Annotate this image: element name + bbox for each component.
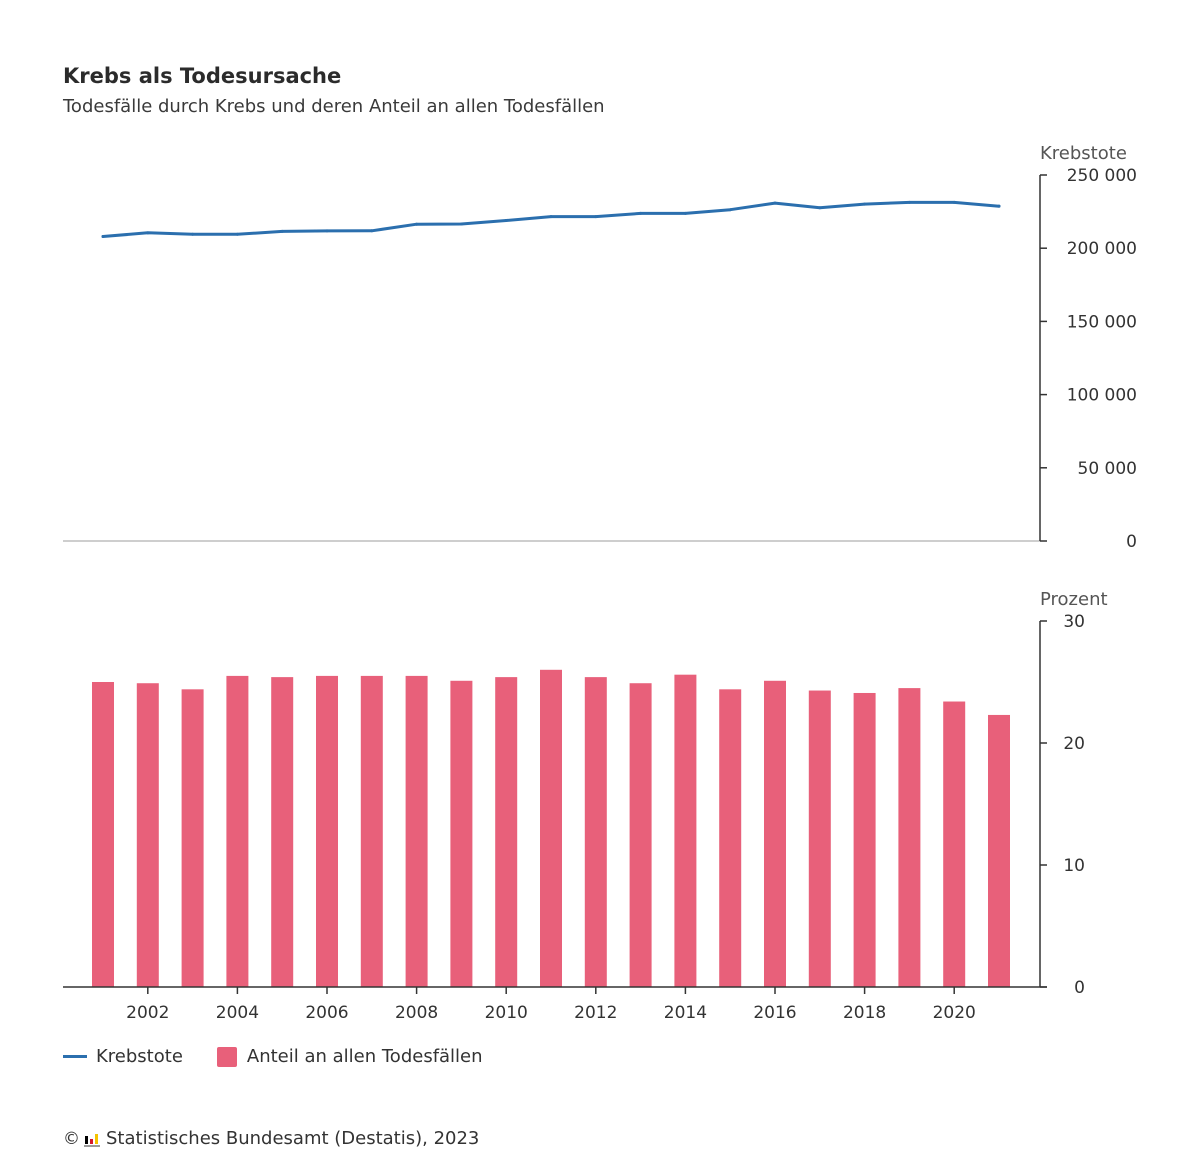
copyright-icon: ©: [63, 1128, 80, 1149]
anteil-bar: [988, 714, 1010, 987]
line-chart-y-tick-label: 50 000: [1078, 459, 1137, 479]
line-chart-y-tick-label: 250 000: [1067, 166, 1137, 186]
destatis-logo-icon: [84, 1133, 100, 1147]
source-text: Statistisches Bundesamt (Destatis), 2023: [106, 1128, 480, 1149]
bar-chart-x-tick-label: 2004: [216, 1003, 259, 1023]
krebstote-data-point: [415, 222, 419, 226]
krebstote-data-point: [997, 204, 1001, 208]
chart-title: Krebs als Todesursache: [63, 64, 342, 88]
anteil-bar: [898, 688, 921, 987]
anteil-bar: [92, 682, 114, 987]
bar-chart-x-tick-label: 2008: [395, 1003, 438, 1023]
anteil-bar: [360, 675, 383, 987]
krebstote-data-point: [459, 222, 463, 226]
anteil-bar: [181, 689, 204, 987]
chart-subtitle: Todesfälle durch Krebs und deren Anteil …: [63, 96, 605, 117]
krebstote-data-point: [952, 200, 956, 204]
anteil-bar: [853, 692, 876, 987]
bar-chart-x-tick-label: 2002: [126, 1003, 169, 1023]
line-chart-y-tick-label: 0: [1126, 532, 1137, 552]
krebstote-data-point: [818, 206, 822, 210]
anteil-bar: [226, 675, 249, 987]
bar-chart-x-tick-label: 2016: [753, 1003, 796, 1023]
bar-chart-y-tick-label: 0: [1074, 978, 1085, 998]
line-chart-y-axis-title: Krebstote: [1040, 143, 1127, 164]
bar-chart-x-tick-label: 2014: [664, 1003, 707, 1023]
krebstote-data-point: [101, 234, 105, 238]
bar-chart-y-tick-label: 20: [1063, 734, 1085, 754]
anteil-bar: [271, 677, 294, 987]
anteil-bar: [764, 680, 786, 987]
line-chart-y-tick-label: 150 000: [1067, 312, 1137, 332]
bar-chart-y-tick-label: 10: [1063, 856, 1085, 876]
krebstote-data-point: [549, 215, 553, 219]
line-chart-y-tick-label: 200 000: [1067, 239, 1137, 259]
line-chart-panel: Krebstote 0 50 000 100 000 150 000 200 000 250…: [63, 143, 1137, 552]
anteil-bar: [136, 683, 159, 987]
krebstote-data-point: [683, 211, 687, 215]
krebstote-series-line: [101, 200, 1001, 238]
anteil-bar: [495, 677, 518, 987]
bar-chart-x-tick-label: 2012: [574, 1003, 617, 1023]
krebstote-data-point: [728, 208, 732, 212]
krebstote-data-point: [191, 232, 195, 236]
bar-chart-y-tick-label: 30: [1063, 612, 1085, 632]
anteil-bar: [316, 675, 338, 987]
legend-bar-label: Anteil an allen Todesfällen: [246, 1046, 483, 1067]
bar-chart-x-tick-label: 2020: [933, 1003, 976, 1023]
legend-line-swatch: [63, 1055, 87, 1058]
krebstote-data-point: [235, 232, 239, 236]
anteil-bar: [674, 674, 697, 987]
bar-chart-x-tick-label: 2010: [485, 1003, 528, 1023]
bar-chart-panel: Prozent 0 10 20 30 2002 2004 2006 2008 2010 2012 20…: [63, 589, 1108, 1023]
anteil-bar: [584, 677, 607, 987]
anteil-bar: [540, 669, 562, 987]
source-footer: © Statistisches Bundesamt (Destatis), 20…: [63, 1128, 479, 1149]
legend-line-label: Krebstote: [96, 1046, 183, 1067]
anteil-bar: [943, 701, 966, 987]
legend-item-line: Krebstote: [63, 1046, 183, 1067]
krebstote-data-point: [863, 202, 867, 206]
legend-item-bar: Anteil an allen Todesfällen: [216, 1046, 483, 1067]
krebstote-data-point: [370, 229, 374, 233]
bar-chart-y-axis-title: Prozent: [1040, 589, 1108, 610]
krebstote-data-point: [325, 229, 329, 233]
krebstote-data-point: [146, 231, 150, 235]
krebstote-data-point: [639, 211, 643, 215]
anteil-bar: [719, 689, 742, 987]
krebstote-data-point: [773, 201, 777, 205]
line-chart-y-tick-label: 100 000: [1067, 386, 1137, 406]
anteil-bar: [629, 683, 652, 987]
krebstote-data-point: [504, 219, 508, 223]
krebstote-data-point: [594, 215, 598, 219]
bar-chart-x-tick-label: 2018: [843, 1003, 886, 1023]
anteil-bar: [405, 675, 428, 987]
krebstote-data-point: [907, 200, 911, 204]
bar-chart-x-tick-label: 2006: [305, 1003, 348, 1023]
anteil-bar: [808, 690, 831, 987]
anteil-bar: [450, 680, 473, 987]
legend-bar-swatch: [216, 1046, 237, 1067]
legend: Krebstote Anteil an allen Todesfällen: [63, 1046, 517, 1067]
krebstote-data-point: [280, 229, 284, 233]
